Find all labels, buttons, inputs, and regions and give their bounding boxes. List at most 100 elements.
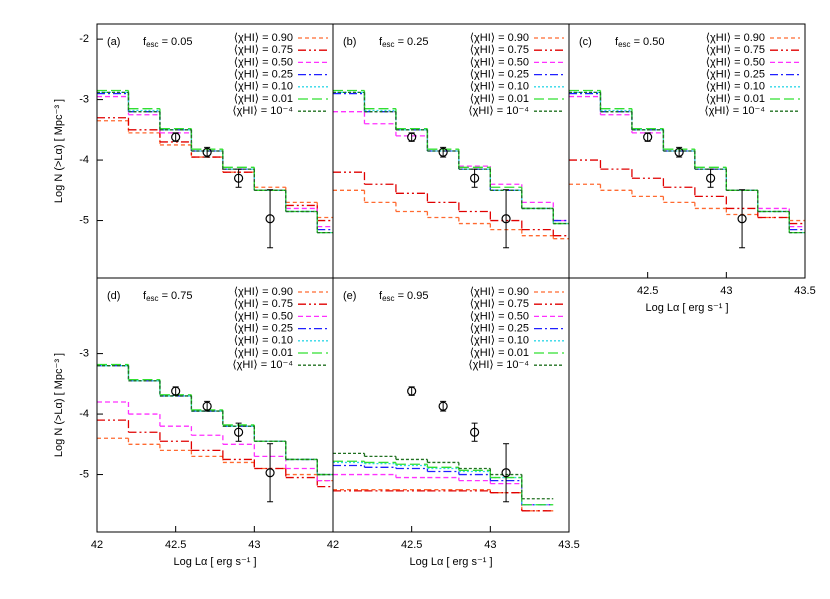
observed-point — [501, 468, 511, 478]
legend-label: ⟨χHI⟩ = 0.10 — [470, 335, 529, 347]
legend-label: ⟨χHI⟩ = 0.10 — [234, 81, 293, 93]
observed-point — [171, 386, 181, 396]
legend-label: ⟨χHI⟩ = 0.90 — [234, 32, 293, 44]
x-tick-label: 43.5 — [558, 539, 579, 551]
observed-point — [171, 132, 181, 142]
x-axis-label: Log Lα [ erg s⁻¹ ] — [173, 556, 256, 568]
legend-label: ⟨χHI⟩ = 0.50 — [706, 56, 765, 68]
legend-label: ⟨χHI⟩ = 0.50 — [470, 310, 529, 322]
x-tick-label: 43 — [720, 285, 732, 297]
x-tick-label: 42.5 — [637, 285, 658, 297]
x-axis-label: Log Lα [ erg s⁻¹ ] — [645, 302, 728, 314]
legend-label: ⟨χHI⟩ = 0.75 — [470, 298, 529, 310]
plot-area — [333, 386, 554, 512]
fesc-main: f — [379, 36, 383, 48]
legend-label: ⟨χHI⟩ = 0.01 — [470, 347, 529, 359]
y-tick-label: -2 — [79, 33, 89, 45]
y-tick-label: -3 — [79, 348, 89, 360]
fesc-value: = 0.95 — [395, 290, 429, 302]
y-tick-label: -5 — [79, 214, 89, 226]
panel-label: (d) — [107, 290, 120, 302]
x-tick-label: 43 — [484, 539, 496, 551]
observed-point — [234, 427, 244, 437]
legend-label: ⟨χHI⟩ = 0.01 — [234, 347, 293, 359]
legend-label: ⟨χHI⟩ = 0.50 — [470, 56, 529, 68]
legend-label: ⟨χHI⟩ = 0.75 — [706, 44, 765, 56]
observed-point — [705, 173, 716, 183]
panel-label: (b) — [343, 36, 356, 48]
panel-label: (a) — [107, 36, 120, 48]
fesc-value: = 0.05 — [159, 36, 193, 48]
observed-point — [438, 401, 448, 411]
fesc-main: f — [143, 36, 147, 48]
legend-label: ⟨χHI⟩ = 0.25 — [234, 69, 293, 81]
x-axis-label: Log Lα [ erg s⁻¹ ] — [409, 556, 492, 568]
legend-label: ⟨χHI⟩ = 0.01 — [470, 93, 529, 105]
legend-label: ⟨χHI⟩ = 0.25 — [470, 323, 529, 335]
fesc-value: = 0.50 — [631, 36, 665, 48]
y-tick-label: -5 — [79, 468, 89, 480]
observed-point — [407, 386, 417, 396]
legend-label: ⟨χHI⟩ = 10⁻⁴ — [704, 105, 765, 117]
fesc-label: fesc = 0.95 — [379, 290, 428, 303]
legend-label: ⟨χHI⟩ = 0.90 — [706, 32, 765, 44]
y-tick-label: -3 — [79, 94, 89, 106]
observed-point — [265, 214, 275, 224]
x-tick-label: 42.5 — [165, 539, 186, 551]
x-tick-label: 43.5 — [794, 285, 815, 297]
observed-point — [265, 468, 275, 478]
legend-label: ⟨χHI⟩ = 10⁻⁴ — [468, 105, 529, 117]
fesc-main: f — [379, 290, 383, 302]
legend-label: ⟨χHI⟩ = 10⁻⁴ — [232, 359, 293, 371]
panel-frame — [332, 277, 570, 533]
legend-label: ⟨χHI⟩ = 0.90 — [470, 32, 529, 44]
legend-label: ⟨χHI⟩ = 10⁻⁴ — [468, 359, 529, 371]
observed-point — [202, 401, 212, 411]
observed-point — [438, 147, 448, 157]
fesc-label: fesc = 0.50 — [615, 36, 664, 49]
observed-point — [202, 147, 212, 157]
legend-label: ⟨χHI⟩ = 0.75 — [234, 298, 293, 310]
observed-point — [737, 214, 747, 224]
panel-frame — [96, 277, 334, 533]
legend-label: ⟨χHI⟩ = 0.50 — [234, 56, 293, 68]
panel-frame — [568, 23, 806, 279]
observed-point — [234, 173, 244, 183]
legend-label: ⟨χHI⟩ = 0.10 — [706, 81, 765, 93]
legend-label: ⟨χHI⟩ = 0.25 — [470, 69, 529, 81]
plot-area — [569, 89, 805, 249]
fesc-main: f — [615, 36, 619, 48]
y-tick-label: -4 — [79, 408, 89, 420]
legend-label: ⟨χHI⟩ = 0.90 — [234, 286, 293, 298]
y-axis-label: Log N (>Lα) [ Mpc⁻³ ] — [53, 353, 65, 457]
fesc-value: = 0.75 — [159, 290, 193, 302]
plot-area — [97, 363, 333, 503]
fesc-label: fesc = 0.25 — [379, 36, 428, 49]
x-tick-label: 42 — [327, 539, 339, 551]
legend-label: ⟨χHI⟩ = 0.50 — [234, 310, 293, 322]
x-tick-label: 42.5 — [401, 539, 422, 551]
fesc-sub: esc — [146, 294, 158, 303]
fesc-sub: esc — [382, 294, 394, 303]
fesc-sub: esc — [146, 40, 158, 49]
observed-point — [470, 173, 480, 183]
legend-label: ⟨χHI⟩ = 0.10 — [234, 335, 293, 347]
legend-label: ⟨χHI⟩ = 0.25 — [234, 323, 293, 335]
fesc-main: f — [143, 290, 147, 302]
fesc-label: fesc = 0.75 — [143, 290, 192, 303]
legend-label: ⟨χHI⟩ = 10⁻⁴ — [232, 105, 293, 117]
plot-area — [333, 89, 569, 249]
fesc-sub: esc — [382, 40, 394, 49]
fesc-label: fesc = 0.05 — [143, 36, 192, 49]
x-tick-label: 43 — [248, 539, 260, 551]
plot-area — [97, 89, 333, 249]
legend-label: ⟨χHI⟩ = 0.01 — [706, 93, 765, 105]
fesc-sub: esc — [618, 40, 630, 49]
legend-label: ⟨χHI⟩ = 0.75 — [470, 44, 529, 56]
legend-label: ⟨χHI⟩ = 0.10 — [470, 81, 529, 93]
panel-label: (c) — [579, 36, 592, 48]
legend-label: ⟨χHI⟩ = 0.01 — [234, 93, 293, 105]
legend-label: ⟨χHI⟩ = 0.90 — [470, 286, 529, 298]
panel-label: (e) — [343, 290, 356, 302]
x-tick-label: 42 — [91, 539, 103, 551]
